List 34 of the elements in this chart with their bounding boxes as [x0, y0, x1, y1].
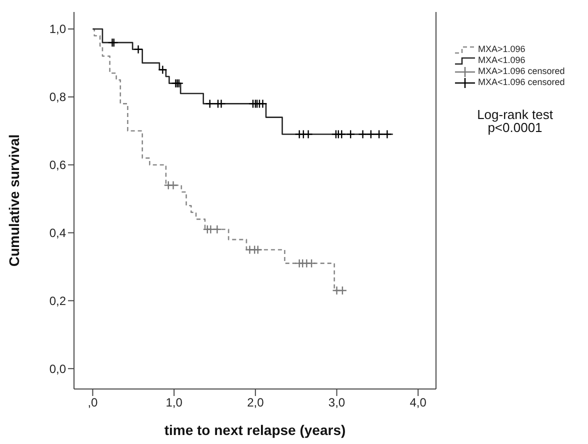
- point: [382, 130, 392, 139]
- legend-label: MXA>1.096: [478, 44, 526, 55]
- text: Log-rank test p<0.0001: [476, 107, 554, 135]
- point: [304, 130, 313, 139]
- point: [338, 286, 348, 296]
- point: [358, 130, 368, 139]
- y-tick-label: 0,8: [49, 90, 66, 104]
- point: [346, 130, 356, 139]
- point: [212, 224, 222, 234]
- point: [374, 130, 384, 139]
- y-axis-title: Cumulative survival: [6, 134, 22, 267]
- point: [134, 44, 143, 54]
- x-tick-label: ,0: [88, 396, 98, 410]
- point: [168, 180, 178, 190]
- y-tick-label: 1,0: [49, 22, 66, 36]
- point: [206, 224, 216, 234]
- legend-label: MXA>1.096 censored: [478, 66, 565, 77]
- x-tick-label: 3,0: [328, 396, 346, 410]
- point: [205, 99, 214, 108]
- point: [306, 258, 316, 268]
- y-tick-label: 0,4: [49, 226, 66, 240]
- point: [332, 286, 342, 296]
- point: [158, 65, 168, 74]
- x-tick-label: 2,0: [247, 396, 264, 410]
- y-tick-label: 0,6: [49, 158, 66, 172]
- point: [216, 99, 226, 108]
- x-axis-title: time to next relapse (years): [164, 422, 346, 438]
- legend-label: MXA<1.096 censored: [478, 77, 565, 88]
- legend-label: MXA<1.096: [478, 55, 526, 66]
- y-tick-label: 0,2: [49, 294, 66, 308]
- point: [366, 130, 376, 139]
- x-tick-label: 4,0: [410, 396, 427, 410]
- x-tick-label: 1,0: [166, 396, 183, 410]
- y-tick-label: 0,0: [49, 362, 66, 376]
